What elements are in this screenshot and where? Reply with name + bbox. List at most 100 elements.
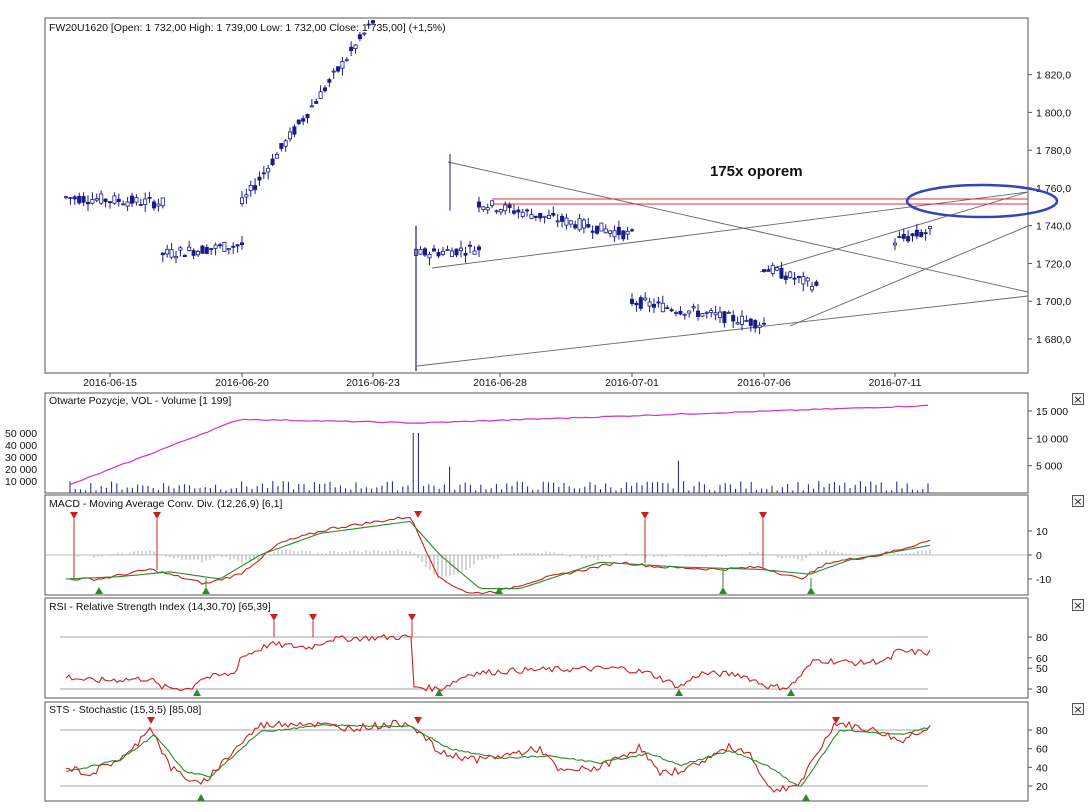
main-x-tick-label: 2016-07-11 [869, 377, 922, 389]
rsi-tick-label: 60 [1036, 653, 1048, 665]
main-y-tick-label: 1 820,0 [1036, 70, 1071, 82]
candle-body [814, 281, 819, 286]
candle-body [169, 249, 174, 258]
candle-body [156, 203, 161, 207]
candle-body [64, 196, 69, 199]
main-y-tick-label: 1 680,0 [1036, 334, 1071, 346]
candle-body [288, 131, 293, 140]
buy-signal-marker [807, 587, 815, 594]
candle-body [331, 70, 336, 73]
buy-signal-marker [197, 794, 205, 801]
candle-body [209, 248, 214, 250]
candle-body [546, 215, 551, 219]
candle-body [160, 197, 165, 207]
sts-tick-label: 20 [1036, 781, 1048, 793]
candle-body [735, 322, 740, 325]
main-y-tick-label: 1 780,0 [1036, 145, 1071, 157]
rsi-close-button[interactable]: × [1072, 599, 1084, 612]
sts-close-button[interactable]: × [1072, 703, 1084, 716]
candle-body [129, 195, 134, 204]
candle-body [121, 203, 126, 206]
candle-body [134, 197, 139, 203]
volume-close-button[interactable]: × [1072, 393, 1084, 406]
candle-body [525, 209, 530, 212]
candle-body [422, 248, 427, 256]
candle-body [253, 185, 258, 191]
candle-body [779, 267, 784, 279]
candle-body [353, 44, 358, 49]
macd-signal-line [65, 520, 931, 590]
volume-left-tick-label: 40 000 [5, 440, 37, 452]
candle-body [266, 167, 271, 173]
candle-body [125, 201, 130, 207]
candle-body [555, 220, 560, 223]
candle-body [906, 236, 911, 242]
candle-body [490, 200, 495, 206]
main-y-tick-label: 1 760,0 [1036, 183, 1071, 195]
candles [64, 19, 933, 372]
main-y-tick-label: 1 700,0 [1036, 296, 1071, 308]
candle-body [634, 302, 639, 306]
candle-body [581, 219, 586, 229]
candle-body [740, 315, 745, 325]
buy-signal-marker [675, 689, 683, 696]
candle-body [630, 298, 635, 304]
rsi-signal-markers [193, 614, 795, 696]
candle-body [195, 251, 200, 256]
volume-panel: Otwarte Pozycje, VOL - Volume [1 199] 50… [5, 392, 1068, 494]
candle-body [187, 246, 192, 251]
candle-body [744, 320, 749, 322]
buy-signal-marker [802, 794, 810, 801]
candle-body [116, 198, 121, 202]
sell-signal-marker [270, 614, 278, 621]
sts-tick-label: 40 [1036, 762, 1048, 774]
volume-bars [69, 433, 929, 493]
macd-close-button[interactable]: × [1072, 495, 1084, 508]
candle-body [805, 277, 810, 282]
buy-signal-marker [193, 689, 201, 696]
candle-body [182, 254, 187, 258]
candle-body [239, 242, 244, 246]
candle-body [503, 204, 508, 212]
candle-body [783, 275, 788, 280]
candle-body [445, 248, 450, 251]
volume-left-tick-label: 10 000 [5, 476, 37, 488]
candle-body [336, 66, 341, 72]
sts-panel: STS - Stochastic (15,3,5) [85,08] 80 60 40… [44, 701, 1048, 802]
candle-body [314, 101, 319, 104]
main-y-tick-label: 1 720,0 [1036, 258, 1071, 270]
candle-body [762, 269, 767, 272]
candle-body [213, 244, 218, 249]
candle-body [595, 225, 600, 234]
trendline-upper [447, 161, 1029, 293]
candle-body [560, 215, 565, 222]
candle-body [586, 224, 591, 228]
candle-body [296, 119, 301, 125]
rsi-tick-label: 50 [1036, 663, 1048, 675]
candle-body [511, 210, 516, 214]
candle-body [928, 226, 933, 230]
trendline-support [416, 295, 1029, 367]
candle-body [687, 310, 692, 314]
candle-body [138, 204, 143, 206]
candle-body [608, 230, 613, 234]
candle-body [652, 303, 657, 308]
candle-body [573, 224, 578, 229]
candle-body [713, 312, 718, 316]
macd-tick-label: 0 [1036, 550, 1042, 562]
candle-body [292, 126, 297, 135]
macd-panel: MACD - Moving Average Conv. Div. (12,26,… [44, 494, 1051, 596]
candle-body [638, 297, 643, 309]
main-x-tick-label: 2016-06-23 [346, 377, 400, 389]
candle-body [191, 250, 196, 256]
candle-body [261, 172, 266, 175]
candle-body [279, 143, 284, 149]
sts-tick-label: 60 [1036, 744, 1048, 756]
sell-signal-marker [759, 512, 767, 519]
open-interest-line [69, 404, 929, 486]
candle-body [270, 158, 275, 166]
candle-body [366, 23, 371, 26]
candle-body [485, 207, 490, 211]
